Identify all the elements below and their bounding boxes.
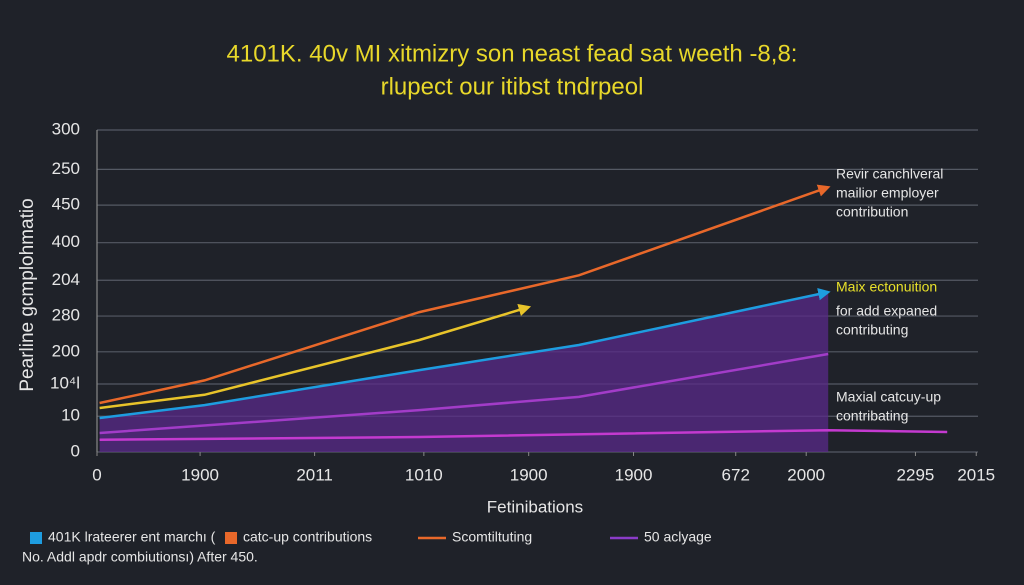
x-tick-label: 0 [92, 465, 101, 484]
legend-label: catc-up contributions [243, 529, 372, 545]
y-tick-label: 10⁴l [50, 374, 80, 393]
annotation: contribating [836, 408, 908, 424]
x-tick-label: 1010 [405, 465, 443, 484]
plot [96, 129, 978, 456]
y-tick-label: 300 [52, 119, 80, 138]
chart-subtitle: rlupect our itibst tndrpeol [381, 73, 644, 100]
y-tick-label: 10 [61, 406, 80, 425]
y-tick-label: 400 [52, 232, 80, 251]
annotation: contribution [836, 204, 908, 220]
x-tick-label: 672 [722, 465, 750, 484]
annotation: for add expaned [836, 303, 937, 319]
legend-label: Scomtiltuting [452, 529, 532, 545]
x-tick-label: 1900 [181, 465, 219, 484]
y-tick-label: 0 [71, 441, 80, 460]
y-axis-label: Pearline gcmplohmatio [17, 198, 38, 391]
annotation: contributing [836, 322, 908, 338]
x-tick-label: 1900 [510, 465, 548, 484]
series-line [99, 303, 532, 410]
y-tick-label: 450 [52, 195, 80, 214]
x-tick-label: 2011 [296, 465, 333, 484]
series-line [99, 428, 948, 442]
y-tick-label: 280 [52, 306, 80, 325]
x-tick-label: 2295 [897, 465, 935, 484]
chart-title: 4101K. 40v MI xitmizry son neast fead sa… [227, 40, 798, 67]
y-tick-label: 204 [52, 270, 80, 289]
x-tick-label: 1900 [615, 465, 653, 484]
x-tick-label: 2000 [787, 465, 825, 484]
legend-swatch [225, 532, 237, 544]
legend-swatch [30, 532, 42, 544]
series-line [99, 288, 831, 420]
y-tick-label: 200 [52, 341, 80, 360]
series-line [99, 352, 829, 435]
annotation: Maix ectonuition [836, 279, 937, 295]
series-line [99, 184, 831, 405]
footnote: No. Addl apdr combiutionsı) After 450. [22, 549, 258, 565]
legend-label: 50 aclyage [644, 529, 712, 545]
annotation: Revir canchlveral [836, 166, 943, 182]
annotation: Maxial catcuy-up [836, 389, 941, 405]
x-axis-label: Fetinibations [487, 497, 583, 516]
annotation: mailior employer [836, 185, 939, 201]
x-tick-label: 2015 [957, 465, 995, 484]
legend-label: 401K lrateerer ent marchı ( [48, 529, 216, 545]
y-tick-label: 250 [52, 159, 80, 178]
area [99, 292, 829, 452]
